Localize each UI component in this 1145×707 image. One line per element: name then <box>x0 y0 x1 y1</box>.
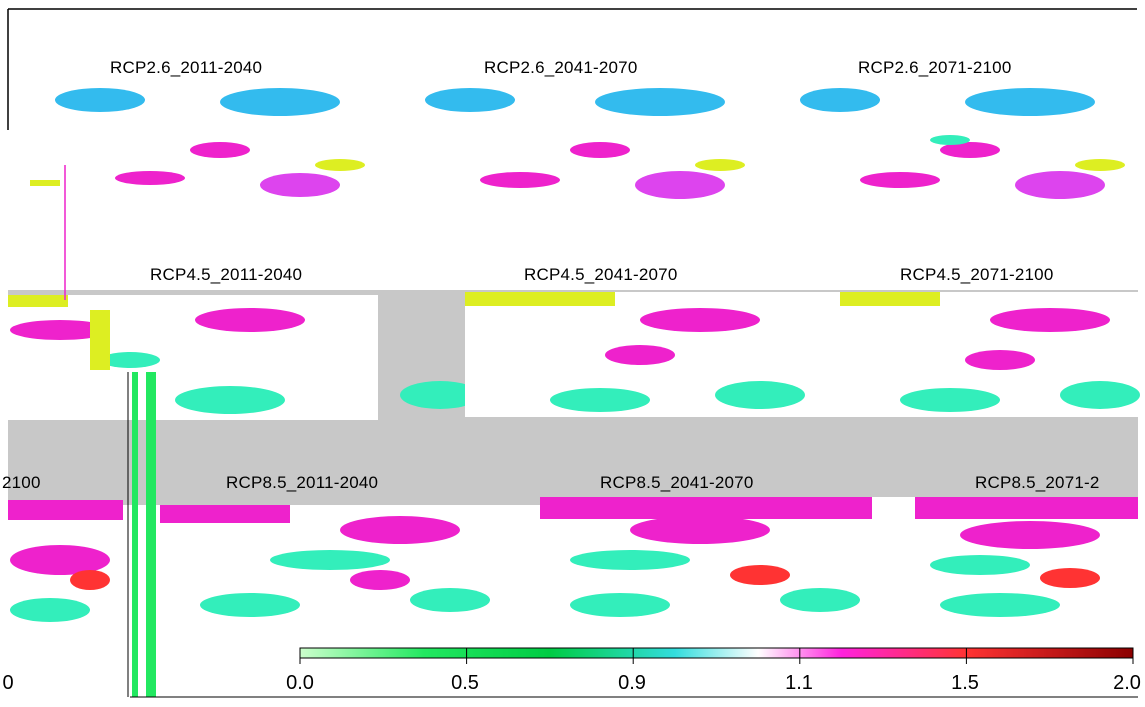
panel-title-rcp85-2071: RCP8.5_2071-2 <box>975 473 1100 492</box>
map-rcp26-2071 <box>797 85 1137 215</box>
map-rcp85-2011 <box>160 505 540 640</box>
map-rcp45-2071 <box>840 292 1140 417</box>
map-rcp26-2011 <box>30 85 378 215</box>
panel-title-rcp85-2041: RCP8.5_2041-2070 <box>600 473 754 492</box>
map-left-fragment <box>8 500 123 640</box>
panel-title-rcp45-2071: RCP4.5_2071-2100 <box>900 265 1054 284</box>
colorbar-label-left-fragment: 0 <box>2 672 14 694</box>
map-rcp85-2041 <box>540 497 915 642</box>
colorbar-gradient <box>299 647 1134 659</box>
colorbar-label-1: 0.5 <box>451 672 479 694</box>
panel-title-rcp85-2011: RCP8.5_2011-2040 <box>226 473 379 492</box>
colorbar-label-0: 0.0 <box>286 672 314 694</box>
colorbar-ticks <box>299 648 1134 664</box>
panel-title-left-fragment: 2100 <box>2 473 41 492</box>
colorbar-label-2: 0.9 <box>618 672 646 694</box>
panel-title-rcp45-2011: RCP4.5_2011-2040 <box>150 265 303 284</box>
vertical-glitch-green <box>132 372 138 697</box>
colorbar-label-5: 2.0 <box>1113 672 1141 694</box>
colorbar-label-3: 1.1 <box>785 672 813 694</box>
map-rcp45-2011 <box>8 295 480 420</box>
panel-title-rcp26-2071: RCP2.6_2071-2100 <box>858 58 1012 77</box>
panel-title-rcp45-2041: RCP4.5_2041-2070 <box>524 265 678 284</box>
gray-band-mid <box>150 420 1138 470</box>
colorbar-label-4: 1.5 <box>951 672 979 694</box>
map-rcp85-2071 <box>915 497 1138 642</box>
vertical-glitch-green-2 <box>146 372 156 697</box>
map-rcp26-2041 <box>422 85 757 215</box>
map-rcp45-2041 <box>465 292 840 417</box>
panel-title-rcp26-2011: RCP2.6_2011-2040 <box>110 58 263 77</box>
panel-title-rcp26-2041: RCP2.6_2041-2070 <box>484 58 638 77</box>
